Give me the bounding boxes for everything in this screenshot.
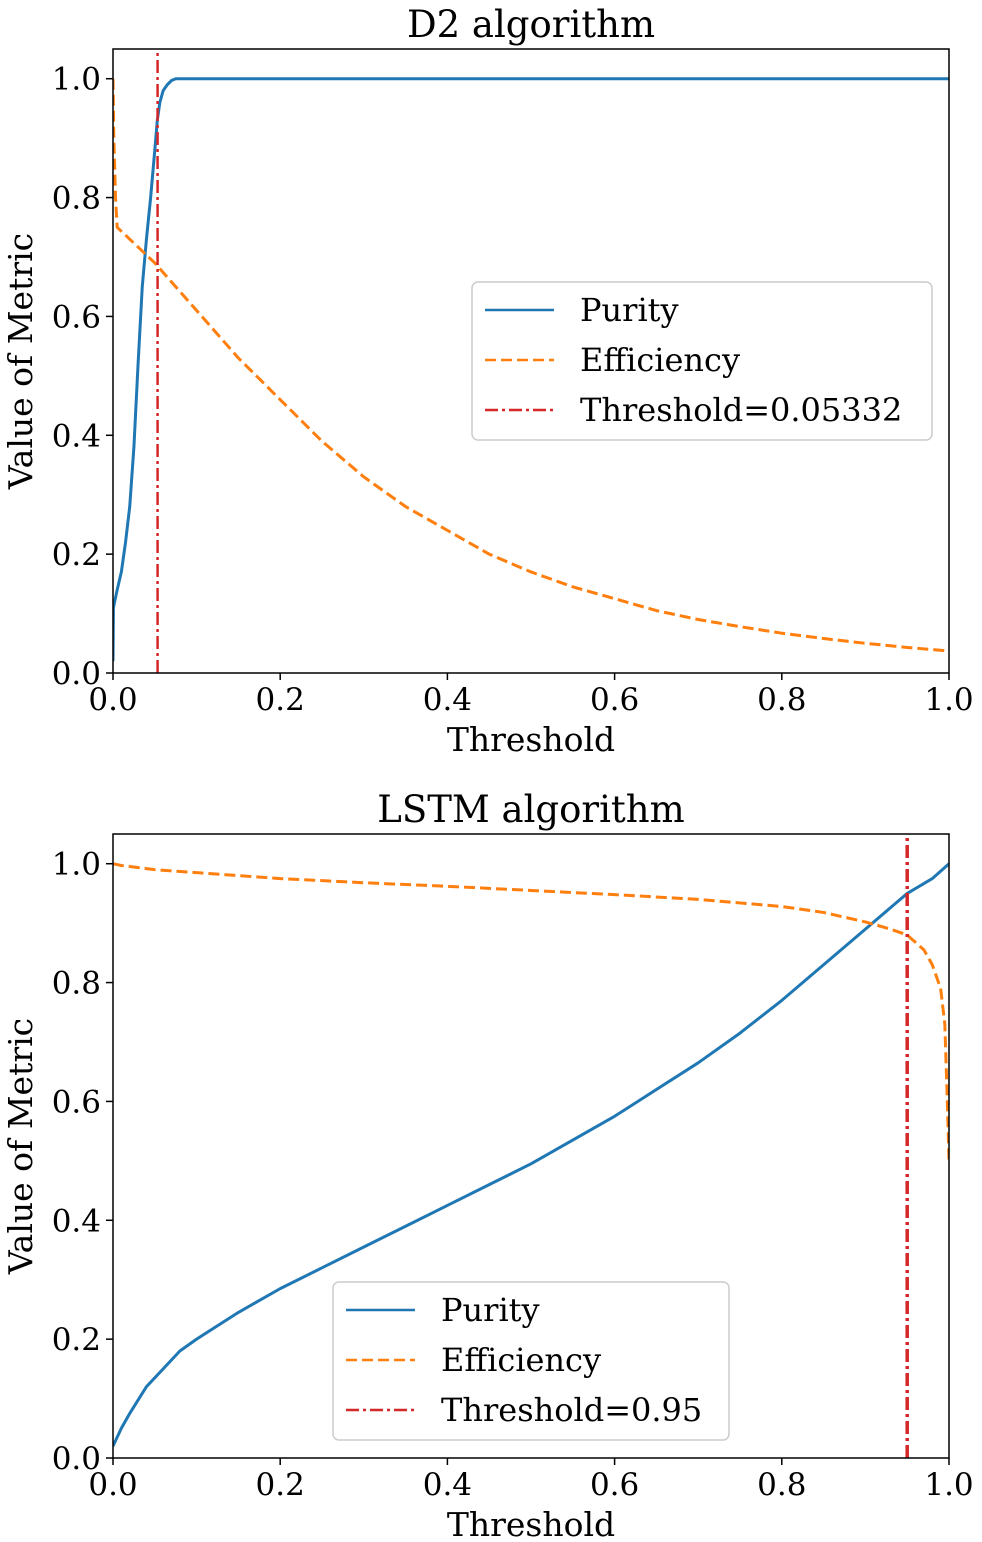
x-tick-label: 0.0 (88, 682, 137, 718)
y-tick-label: 0.0 (52, 656, 101, 692)
x-tick-label: 1.0 (924, 1467, 973, 1503)
x-tick-label: 1.0 (924, 682, 973, 718)
chart-title: D2 algorithm (407, 3, 655, 46)
plot-frame (112, 833, 950, 1459)
x-tick-label: 0.8 (757, 1467, 806, 1503)
y-tick-label: 0.6 (52, 299, 101, 335)
legend-label: Threshold=0.05332 (580, 391, 902, 429)
y-tick-label: 0.8 (52, 966, 101, 1002)
y-tick-label: 0.8 (52, 181, 101, 217)
x-axis-label: Threshold (447, 720, 615, 759)
y-tick-label: 0.6 (52, 1084, 101, 1120)
y-tick-label: 0.2 (52, 1322, 101, 1358)
chart-d2-algorithm: D2 algorithm 0.0 0.2 0.4 0.6 0.8 1.0 0.0 0.2 0.4 0… (1, 3, 974, 759)
legend-box (332, 1281, 730, 1441)
y-tick-label: 1.0 (52, 847, 101, 883)
x-tick-label: 0.2 (256, 1467, 305, 1503)
plot-frame (112, 48, 950, 674)
legend-label: Purity (441, 1291, 540, 1329)
legend-label: Purity (580, 291, 679, 329)
legend: Purity Efficiency Threshold=0.05332 (471, 281, 933, 441)
x-tick-label: 0.4 (423, 1467, 472, 1503)
series-line-purity (113, 862, 949, 1447)
x-tick-label: 0.6 (590, 682, 639, 718)
series-line-efficiency (113, 78, 949, 653)
x-axis-label: Threshold (447, 1505, 615, 1542)
legend-label: Efficiency (441, 1341, 601, 1379)
chart-lstm-algorithm: LSTM algorithm 0.0 0.2 0.4 0.6 0.8 1.0 0.0 0.2 0.… (1, 788, 974, 1542)
x-tick-label: 0.4 (423, 682, 472, 718)
legend-label: Efficiency (580, 341, 740, 379)
legend: Purity Efficiency Threshold=0.95 (332, 1281, 730, 1441)
legend-box (471, 281, 933, 441)
chart-title: LSTM algorithm (377, 788, 684, 831)
y-tick-label: 0.0 (52, 1441, 101, 1477)
y-tick-label: 1.0 (52, 62, 101, 98)
x-tick-label: 0.0 (88, 1467, 137, 1503)
x-tick-label: 0.6 (590, 1467, 639, 1503)
y-axis-label: Value of Metric (1, 1018, 40, 1275)
series-line-efficiency (113, 862, 949, 1161)
y-axis-label: Value of Metric (1, 233, 40, 490)
y-tick-label: 0.4 (52, 1203, 101, 1239)
y-tick-label: 0.4 (52, 418, 101, 454)
legend-label: Threshold=0.95 (441, 1391, 702, 1429)
y-tick-label: 0.2 (52, 537, 101, 573)
x-tick-label: 0.8 (757, 682, 806, 718)
x-tick-label: 0.2 (256, 682, 305, 718)
